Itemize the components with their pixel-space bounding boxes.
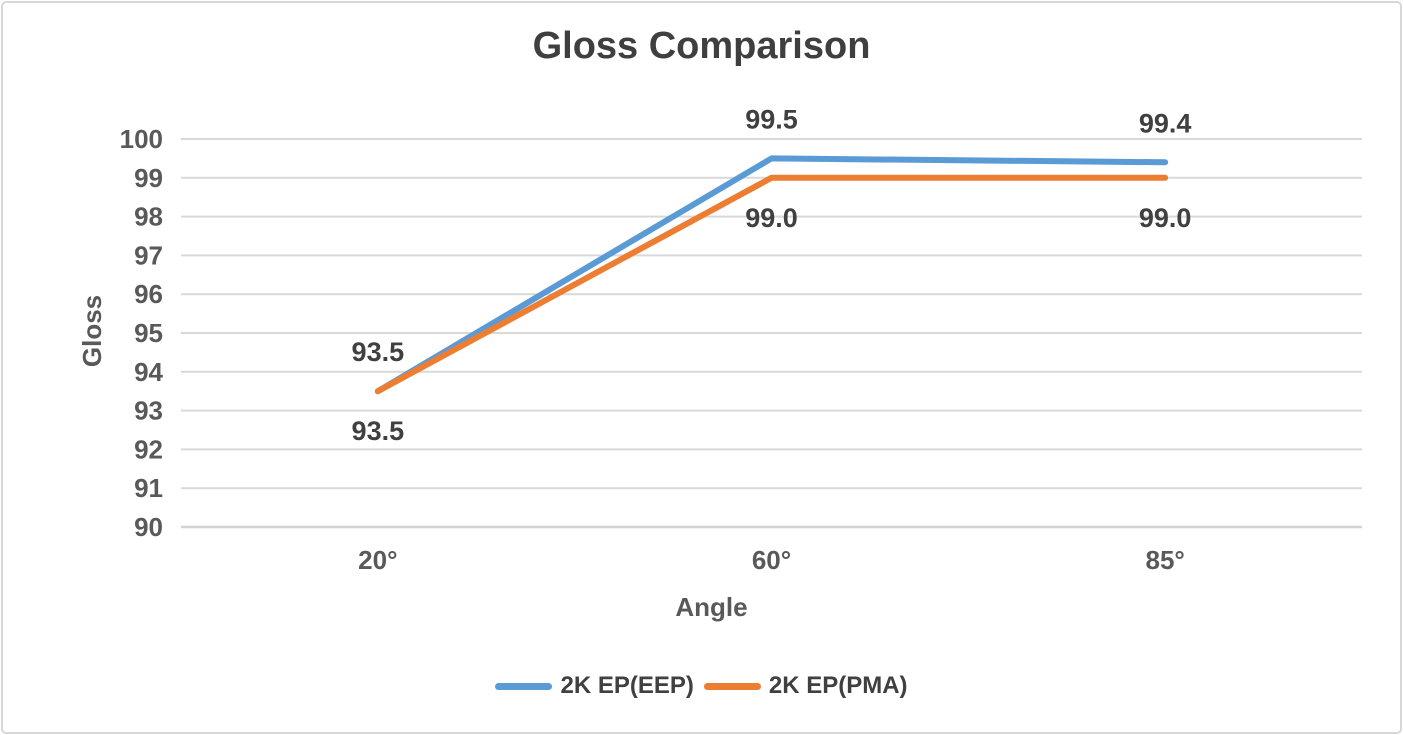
data-label: 99.4 (1139, 108, 1192, 138)
y-tick-label: 99 (134, 163, 163, 193)
y-tick-label: 91 (134, 473, 163, 503)
series-line-1 (374, 155, 1169, 395)
y-tick-label: 98 (134, 202, 163, 232)
y-tick-label: 93 (134, 396, 163, 426)
data-label: 99.0 (745, 203, 798, 233)
y-tick-label: 97 (134, 240, 163, 270)
data-label: 93.5 (352, 416, 405, 446)
legend-line-swatch-icon (495, 682, 553, 690)
y-tick-label: 100 (120, 124, 163, 154)
y-tick-label: 96 (134, 279, 163, 309)
legend-item: 2K EP(EEP) (495, 672, 694, 699)
data-label: 99.0 (1139, 203, 1192, 233)
legend-label: 2K EP(PMA) (768, 672, 908, 699)
x-tick-label: 20° (358, 545, 397, 575)
y-tick-label: 95 (134, 318, 163, 348)
legend-line-swatch-icon (703, 682, 761, 690)
legend: 2K EP(EEP) 2K EP(PMA) (0, 671, 1403, 701)
x-tick-label: 85° (1146, 545, 1185, 575)
chart-title: Gloss Comparison (532, 25, 871, 67)
data-label: 99.5 (745, 104, 798, 134)
y-tick-label: 92 (134, 434, 163, 464)
x-axis-title: Angle (675, 592, 748, 622)
data-label: 93.5 (352, 337, 405, 367)
x-tick-label: 60° (752, 545, 791, 575)
legend-item: 2K EP(PMA) (703, 672, 908, 699)
y-tick-label: 90 (134, 512, 163, 542)
series-line-2 (374, 174, 1169, 395)
y-tick-label: 94 (134, 357, 163, 387)
legend-label: 2K EP(EEP) (560, 672, 694, 699)
